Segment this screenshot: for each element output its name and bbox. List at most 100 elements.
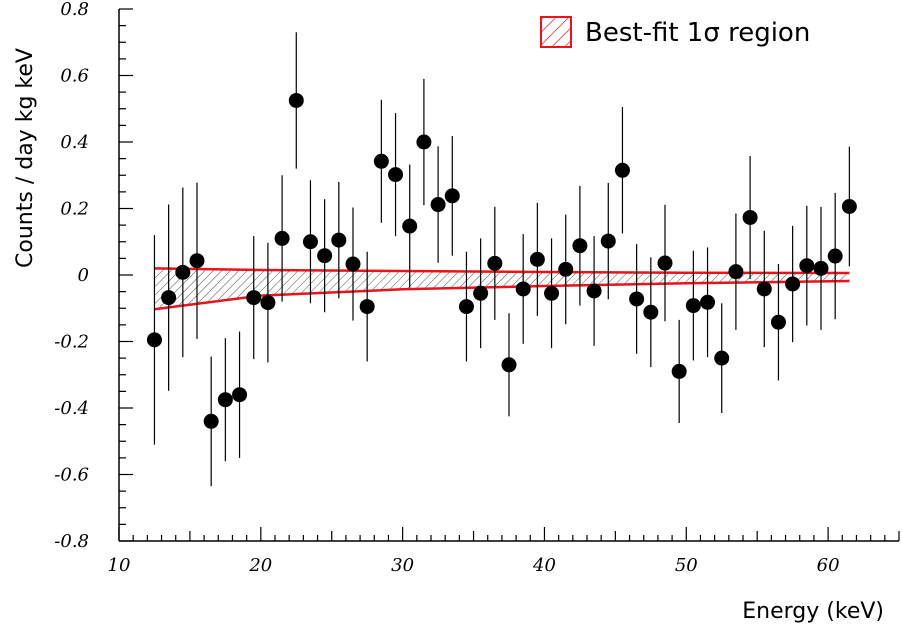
data-point-group	[515, 234, 531, 344]
data-point-group	[175, 187, 191, 358]
data-point	[629, 291, 645, 307]
data-point-group	[161, 204, 177, 391]
data-point	[586, 283, 602, 299]
data-point-group	[728, 213, 744, 330]
data-point-group	[217, 338, 233, 462]
data-point-group	[742, 155, 758, 279]
data-point-group	[345, 207, 361, 321]
data-point	[203, 413, 219, 429]
data-point	[799, 258, 815, 274]
data-point	[813, 260, 829, 276]
data-point-group	[657, 204, 673, 322]
data-point-group	[317, 199, 333, 313]
data-point-group	[331, 181, 347, 299]
data-point-group	[274, 175, 290, 302]
data-point-group	[770, 264, 786, 381]
data-point	[558, 261, 574, 277]
best-fit-band	[154, 267, 850, 311]
data-point-group	[785, 225, 801, 343]
data-point-group	[260, 242, 276, 363]
y-tick-label: -0.6	[54, 465, 89, 486]
data-point-group	[529, 202, 545, 316]
y-tick-label: -0.4	[54, 398, 89, 419]
data-point	[175, 264, 191, 280]
y-tick-label: -0.2	[54, 332, 89, 353]
x-tick-label: 60	[817, 555, 840, 576]
x-tick-label: 10	[108, 555, 131, 576]
data-point	[302, 234, 318, 250]
data-point-group	[246, 236, 262, 360]
x-tick-label: 30	[391, 555, 414, 576]
data-point	[402, 218, 418, 234]
legend-swatch	[540, 16, 572, 48]
data-point-group	[402, 164, 418, 288]
data-point	[388, 167, 404, 183]
x-tick-label: 40	[532, 555, 556, 576]
axes	[118, 8, 900, 542]
y-tick-label: 0	[78, 265, 89, 286]
data-point	[217, 392, 233, 408]
data-point	[331, 232, 347, 248]
data-point	[473, 285, 489, 301]
data-point	[714, 350, 730, 366]
y-tick-label: 0.6	[60, 66, 89, 87]
data-point	[785, 276, 801, 292]
y-tick-label: 0.8	[60, 0, 89, 20]
data-point-group	[714, 303, 730, 413]
data-point-group	[586, 236, 602, 346]
data-point-group	[614, 107, 630, 234]
data-point-group	[813, 206, 829, 330]
data-point	[657, 255, 673, 271]
data-point	[614, 162, 630, 178]
y-tick-label: 0.4	[60, 132, 89, 153]
data-point	[728, 264, 744, 280]
y-tick-label: -0.8	[54, 531, 89, 552]
data-point	[146, 332, 162, 348]
data-point-group	[430, 146, 446, 263]
data-point-group	[373, 99, 389, 223]
data-point-group	[487, 206, 503, 320]
data-point-group	[671, 319, 687, 423]
data-point-group	[544, 238, 560, 349]
data-point	[529, 251, 545, 267]
data-point	[274, 230, 290, 246]
band-upper-edge	[154, 267, 850, 275]
data-point	[700, 294, 716, 310]
data-point	[246, 290, 262, 306]
data-point-group	[643, 257, 659, 368]
data-point-group	[203, 356, 219, 487]
data-point	[501, 357, 517, 373]
data-point-group	[146, 235, 162, 445]
data-point	[685, 298, 701, 314]
data-point	[232, 387, 248, 403]
data-point-group	[501, 313, 517, 417]
data-point	[161, 290, 177, 306]
data-point	[515, 281, 531, 297]
data-point	[841, 199, 857, 215]
data-point	[317, 248, 333, 264]
data-point	[430, 197, 446, 213]
data-points	[146, 32, 857, 487]
data-point-group	[416, 78, 432, 206]
data-point	[756, 281, 772, 297]
data-point-group	[232, 331, 248, 458]
x-tick-label: 20	[248, 555, 272, 576]
data-point-group	[458, 251, 474, 362]
data-point-group	[700, 247, 716, 358]
data-point-group	[444, 136, 460, 256]
data-point	[770, 314, 786, 330]
data-point	[671, 363, 687, 379]
data-point	[544, 285, 560, 301]
data-point-group	[302, 180, 318, 304]
data-point	[487, 255, 503, 271]
data-point	[373, 153, 389, 169]
data-point-group	[629, 244, 645, 354]
data-point-group	[600, 182, 616, 300]
data-point-group	[756, 230, 772, 348]
data-point	[742, 209, 758, 225]
data-point-group	[359, 251, 375, 362]
data-point	[416, 134, 432, 150]
x-axis-title: Energy (keV)	[742, 599, 884, 624]
data-point-group	[388, 113, 404, 237]
